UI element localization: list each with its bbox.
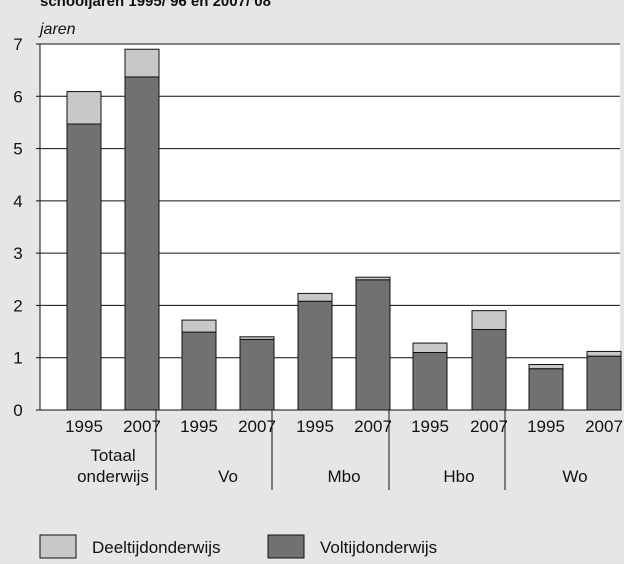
x-tick-label: 1995 <box>527 417 565 436</box>
x-tick-label: 2007 <box>470 417 508 436</box>
bar-deeltijdonderwijs <box>239 336 275 340</box>
x-tick-label: 1995 <box>65 417 103 436</box>
bar-voltijdonderwijs <box>124 76 160 411</box>
chart-subtitle: schooljaren 1995/’96 en 2007/’08 <box>40 0 271 10</box>
legend-label-deeltijdonderwijs: Deeltijdonderwijs <box>92 538 221 557</box>
axes <box>39 44 620 411</box>
x-tick-label: 2007 <box>354 417 392 436</box>
group-label: Totaal <box>90 446 135 465</box>
group-labels: Totaal onderwijs Vo Mbo Hbo Wo <box>77 410 588 490</box>
group-label: onderwijs <box>77 467 149 486</box>
legend: Deeltijdonderwijs Voltijdonderwijs <box>39 534 437 559</box>
y-tick-label: 7 <box>13 35 22 54</box>
y-tick-label: 0 <box>13 401 22 420</box>
y-axis-ticks: 0 1 2 3 4 5 6 7 <box>13 35 40 420</box>
bar-voltijdonderwijs <box>412 351 448 411</box>
bar-voltijdonderwijs <box>528 368 564 411</box>
legend-swatch-voltijdonderwijs <box>267 534 305 559</box>
group-label: Wo <box>562 467 587 486</box>
bar-voltijdonderwijs <box>586 355 622 411</box>
bar-deeltijdonderwijs <box>181 319 217 333</box>
bar-deeltijdonderwijs <box>586 350 622 357</box>
bar-deeltijdonderwijs <box>355 276 391 281</box>
y-tick-label: 2 <box>13 296 22 315</box>
bar-voltijdonderwijs <box>471 328 507 411</box>
bar-deeltijdonderwijs <box>124 48 160 78</box>
bar-deeltijdonderwijs <box>66 91 102 125</box>
x-tick-label: 2007 <box>238 417 276 436</box>
bar-deeltijdonderwijs <box>297 292 333 302</box>
bar-voltijdonderwijs <box>66 123 102 411</box>
group-label: Vo <box>218 467 238 486</box>
y-tick-label: 6 <box>13 87 22 106</box>
x-tick-label: 1995 <box>180 417 218 436</box>
bar-deeltijdonderwijs <box>471 310 507 330</box>
bar-voltijdonderwijs <box>181 331 217 411</box>
group-label: Mbo <box>327 467 360 486</box>
y-tick-label: 5 <box>13 140 22 159</box>
x-tick-label: 1995 <box>296 417 334 436</box>
bar-voltijdonderwijs <box>297 300 333 411</box>
x-tick-label: 2007 <box>585 417 623 436</box>
bar-voltijdonderwijs <box>355 279 391 411</box>
bar-deeltijdonderwijs <box>412 342 448 353</box>
x-tick-label: 1995 <box>411 417 449 436</box>
x-tick-label: 2007 <box>123 417 161 436</box>
group-label: Hbo <box>443 467 474 486</box>
y-tick-label: 3 <box>13 244 22 263</box>
legend-label-voltijdonderwijs: Voltijdonderwijs <box>320 538 437 557</box>
bar-deeltijdonderwijs <box>528 364 564 370</box>
x-axis-ticks: 1995 2007 1995 2007 1995 2007 1995 2007 1995 2007 <box>65 417 623 436</box>
bar-voltijdonderwijs <box>239 338 275 411</box>
legend-swatch-deeltijdonderwijs <box>39 534 77 559</box>
y-axis-unit-label: jaren <box>38 21 76 38</box>
y-tick-label: 1 <box>13 349 22 368</box>
y-tick-label: 4 <box>13 192 22 211</box>
